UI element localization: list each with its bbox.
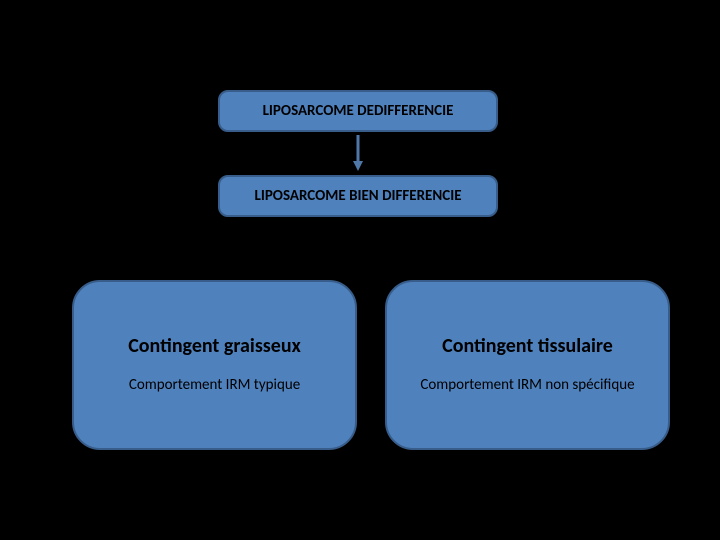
node-graisseux-sub: Comportement IRM typique [129, 376, 300, 396]
node-bien-differencie-label: LIPOSARCOME BIEN DIFFERENCIE [254, 187, 461, 205]
node-dedifferencie-label: LIPOSARCOME DEDIFFERENCIE [263, 102, 454, 120]
node-contingent-graisseux: Contingent graisseux Comportement IRM ty… [72, 280, 357, 450]
page-title: LIPOSARCOME DEDIFFERENCIE [115, 20, 497, 57]
node-contingent-tissulaire: Contingent tissulaire Comportement IRM n… [385, 280, 670, 450]
node-dedifferencie: LIPOSARCOME DEDIFFERENCIE [218, 90, 498, 132]
node-graisseux-title: Contingent graisseux [128, 334, 301, 358]
arrow-down-icon [353, 135, 363, 171]
node-bien-differencie: LIPOSARCOME BIEN DIFFERENCIE [218, 175, 498, 217]
node-tissulaire-sub: Comportement IRM non spécifique [420, 376, 634, 396]
node-tissulaire-title: Contingent tissulaire [442, 334, 613, 358]
